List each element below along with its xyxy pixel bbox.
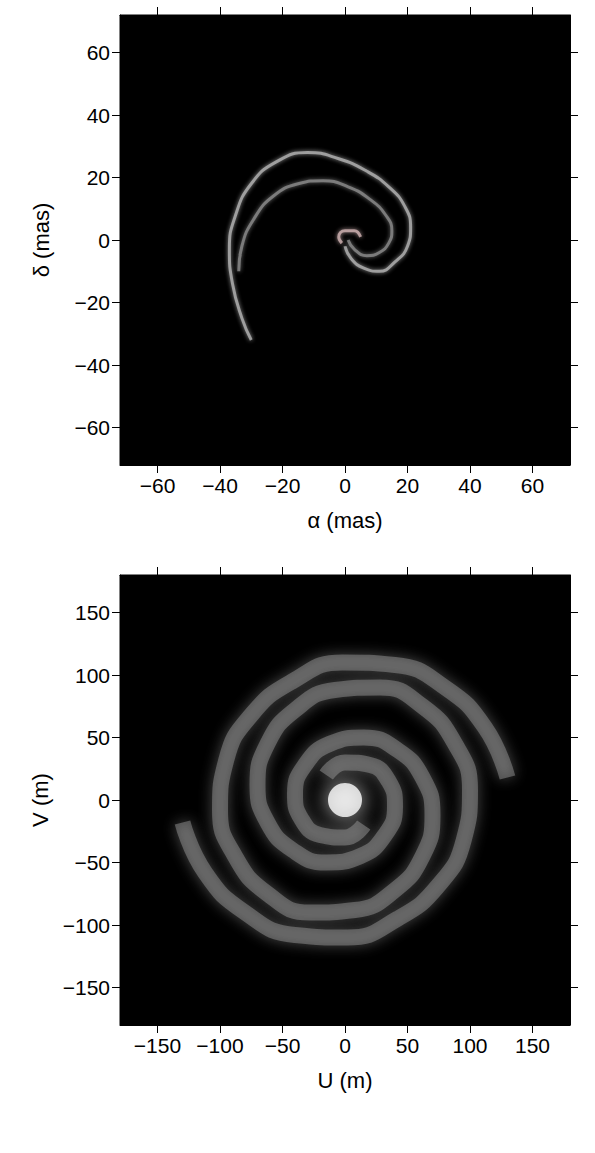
svg-text:−20: −20 — [74, 291, 110, 314]
svg-text:−150: −150 — [134, 1034, 181, 1057]
svg-text:100: 100 — [452, 1034, 487, 1057]
svg-text:0: 0 — [98, 789, 110, 812]
svg-text:20: 20 — [87, 166, 110, 189]
svg-text:40: 40 — [87, 104, 110, 127]
svg-text:−150: −150 — [63, 976, 110, 999]
svg-text:−40: −40 — [74, 354, 110, 377]
svg-text:−60: −60 — [140, 474, 176, 497]
svg-text:−20: −20 — [265, 474, 301, 497]
svg-text:20: 20 — [396, 474, 419, 497]
svg-text:60: 60 — [521, 474, 544, 497]
svg-text:δ (mas): δ (mas) — [29, 203, 54, 278]
svg-text:60: 60 — [87, 41, 110, 64]
svg-text:40: 40 — [458, 474, 481, 497]
svg-text:U (m): U (m) — [318, 1068, 373, 1093]
svg-text:0: 0 — [98, 229, 110, 252]
svg-text:−50: −50 — [74, 851, 110, 874]
svg-text:−60: −60 — [74, 416, 110, 439]
svg-text:−100: −100 — [63, 914, 110, 937]
svg-text:−40: −40 — [202, 474, 238, 497]
svg-text:150: 150 — [75, 601, 110, 624]
svg-text:V (m): V (m) — [28, 773, 53, 827]
svg-text:−50: −50 — [265, 1034, 301, 1057]
svg-text:0: 0 — [339, 474, 351, 497]
svg-text:50: 50 — [87, 726, 110, 749]
svg-text:100: 100 — [75, 664, 110, 687]
svg-text:−100: −100 — [196, 1034, 243, 1057]
svg-text:α (mas): α (mas) — [307, 508, 382, 533]
svg-text:50: 50 — [396, 1034, 419, 1057]
svg-text:0: 0 — [339, 1034, 351, 1057]
svg-text:150: 150 — [515, 1034, 550, 1057]
